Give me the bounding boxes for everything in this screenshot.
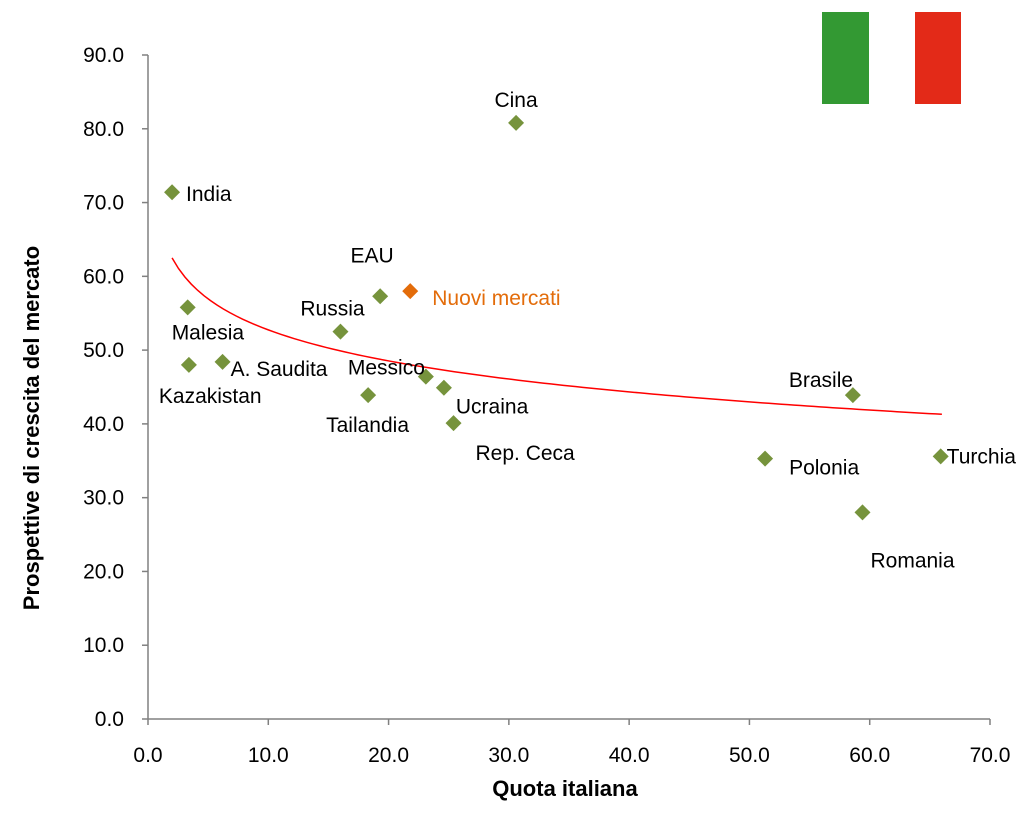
y-tick-label: 80.0 [83,118,124,141]
data-label: Romania [870,549,954,572]
y-tick-label: 50.0 [83,339,124,362]
y-axis-ticks: 0.0 10.0 20.0 30.0 40.0 50.0 60.0 70.0 80.0 90.0 [83,44,148,731]
y-tick-label: 40.0 [83,413,124,436]
y-tick-label: 10.0 [83,634,124,657]
italian-flag-icon [822,12,961,104]
data-label: Russia [300,298,365,321]
y-axis-title: Prospettive di crescita del mercato [19,246,44,610]
x-tick-label: 70.0 [970,744,1011,767]
data-point [844,387,861,404]
y-tick-label: 0.0 [95,708,124,731]
data-label: Malesia [172,321,245,344]
data-label: Turchia [947,445,1017,468]
data-point [372,288,389,305]
data-label: Nuovi mercati [432,287,560,310]
data-labels: Cina India EAU Nuovi mercati Russia Malesia A.… [159,89,1016,573]
data-point [214,353,231,370]
x-tick-label: 30.0 [488,744,529,767]
y-tick-label: 30.0 [83,487,124,510]
flag-green-band [822,12,869,104]
data-point [435,379,452,396]
data-point [757,450,774,467]
data-point [445,415,462,432]
data-label: Tailandia [326,414,409,437]
y-tick-label: 60.0 [83,265,124,288]
data-point [508,114,525,131]
data-label: A. Saudita [231,358,328,381]
data-label: Messico [348,357,425,380]
flag-red-band [915,12,961,104]
data-point [180,356,197,373]
x-axis-title: Quota italiana [492,776,638,801]
x-tick-label: 60.0 [849,744,890,767]
x-axis-ticks: 0.0 10.0 20.0 30.0 40.0 50.0 60.0 70.0 [133,719,1010,767]
x-tick-label: 20.0 [368,744,409,767]
data-point [932,448,949,465]
y-tick-label: 90.0 [83,44,124,67]
y-tick-label: 70.0 [83,192,124,215]
x-tick-label: 40.0 [609,744,650,767]
x-tick-label: 50.0 [729,744,770,767]
data-label: Ucraina [456,396,529,419]
data-label: EAU [351,244,394,267]
data-point [360,387,377,404]
trendline [171,257,942,416]
data-label: Polonia [789,457,859,480]
data-label: Rep. Ceca [476,442,576,465]
flag-white-band [869,12,915,104]
data-point [164,184,181,201]
x-tick-label: 0.0 [133,744,162,767]
data-point [179,299,196,316]
data-label: Brasile [789,369,853,392]
data-point [332,323,349,340]
data-label: Kazakistan [159,385,262,408]
x-tick-label: 10.0 [248,744,289,767]
data-points [164,114,949,521]
data-point [402,283,419,300]
data-label: India [186,183,232,206]
data-label: Cina [494,89,538,112]
data-point [854,504,871,521]
data-point [417,368,434,385]
y-tick-label: 20.0 [83,560,124,583]
